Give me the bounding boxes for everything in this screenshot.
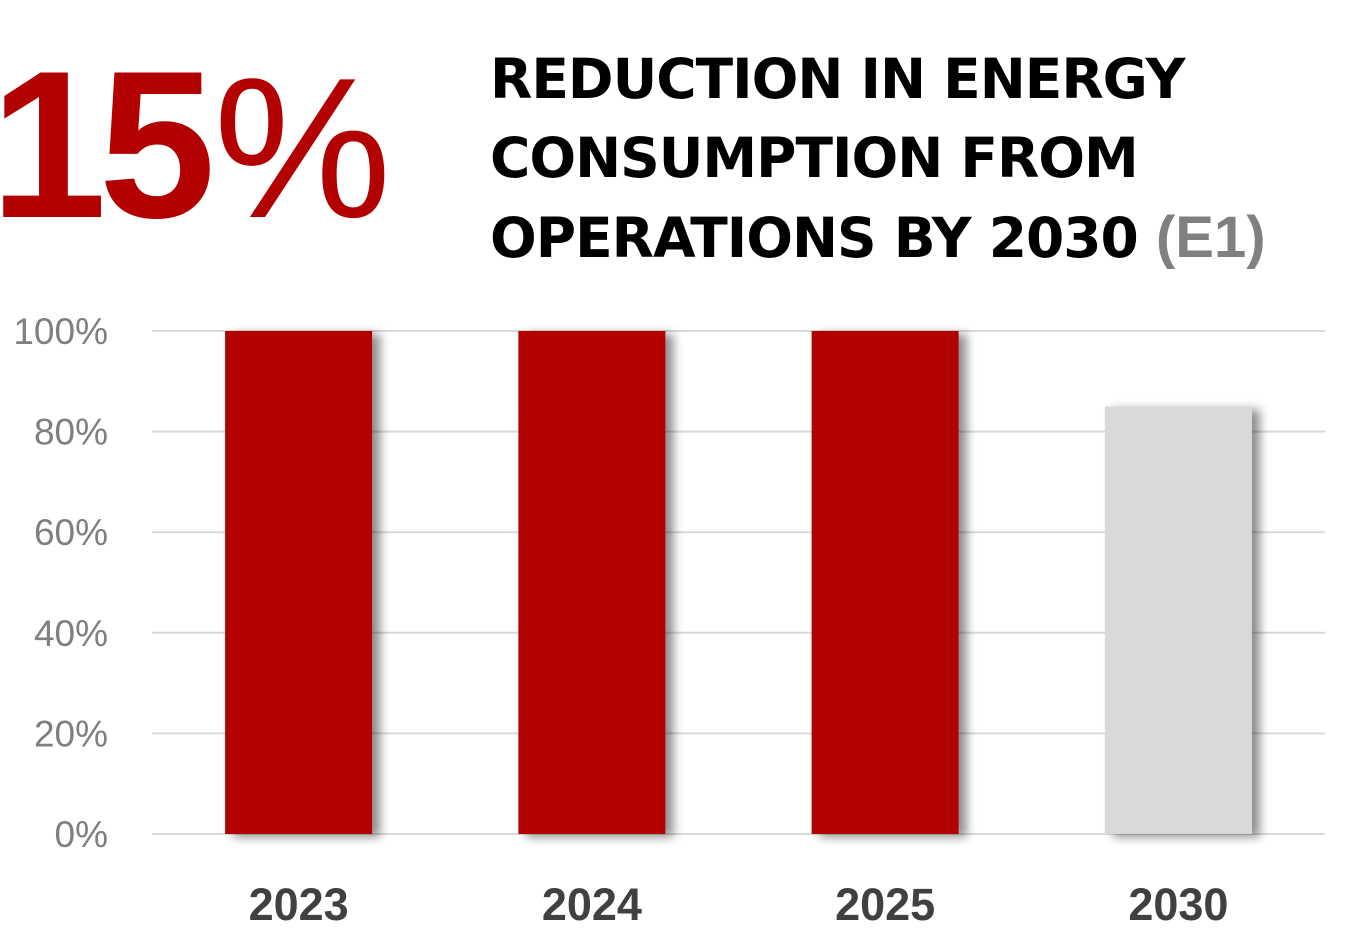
subtitle-line-3: OPERATIONS BY 2030 (E1) bbox=[490, 198, 1330, 278]
subtitle-line-2: CONSUMPTION FROM bbox=[490, 126, 1139, 190]
x-axis-category-labels: 2023 2024 2025 2030 bbox=[249, 879, 1229, 930]
y-tick-label: 100% bbox=[13, 311, 108, 352]
y-tick-label: 20% bbox=[34, 713, 108, 754]
bar-2024 bbox=[518, 331, 666, 834]
bar-2023 bbox=[225, 331, 373, 834]
chart-subtitle: REDUCTION IN ENERGY CONSUMPTION FROM OPE… bbox=[490, 40, 1330, 278]
subtitle-line-1: REDUCTION IN ENERGY bbox=[490, 47, 1185, 111]
y-tick-label: 80% bbox=[34, 412, 108, 453]
headline-symbol: % bbox=[213, 37, 392, 260]
y-tick-label: 60% bbox=[34, 512, 108, 553]
y-tick-label: 40% bbox=[34, 613, 108, 654]
x-category-label: 2025 bbox=[835, 879, 935, 930]
x-category-label: 2024 bbox=[542, 879, 642, 930]
headline-percentage: 15% bbox=[0, 27, 392, 262]
bar-2025 bbox=[811, 331, 959, 834]
headline-value: 15 bbox=[0, 27, 216, 262]
y-tick-label: 0% bbox=[55, 814, 108, 855]
bar-2030 bbox=[1104, 406, 1252, 834]
bars bbox=[225, 331, 1252, 834]
y-axis-tick-labels: 0% 20% 40% 60% 80% 100% bbox=[13, 311, 108, 855]
subtitle-tag: (E1) bbox=[1155, 205, 1266, 270]
x-category-label: 2023 bbox=[249, 879, 349, 930]
x-category-label: 2030 bbox=[1128, 879, 1228, 930]
subtitle-line-3-text: OPERATIONS BY 2030 bbox=[490, 206, 1139, 270]
